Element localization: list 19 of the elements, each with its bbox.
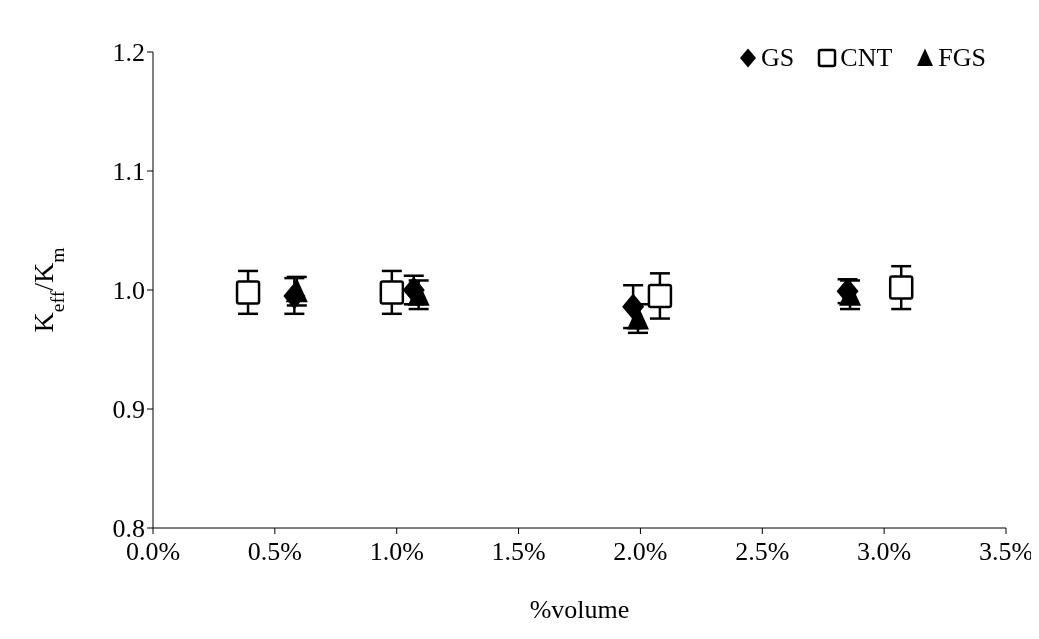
y-tick-label: 1.0 bbox=[112, 276, 145, 306]
point bbox=[235, 280, 261, 305]
y-tick-label: 1.2 bbox=[112, 38, 145, 68]
x-tick-label: 2.5% bbox=[735, 537, 790, 567]
x-tick-label: 0.5% bbox=[247, 537, 302, 567]
point bbox=[407, 281, 430, 306]
point bbox=[647, 283, 673, 309]
y-tick-label: 0.9 bbox=[112, 395, 145, 425]
point bbox=[888, 275, 914, 300]
x-tick-label: 1.5% bbox=[491, 537, 546, 567]
x-tick-label: 2.0% bbox=[613, 537, 668, 567]
y-tick-label: 1.1 bbox=[112, 157, 145, 187]
point bbox=[379, 280, 405, 305]
x-tick-label: 3.0% bbox=[857, 537, 912, 567]
legend-label: CNT bbox=[840, 43, 893, 73]
legend-label: FGS bbox=[938, 43, 986, 73]
x-tick-label: 1.0% bbox=[369, 537, 424, 567]
x-axis-title: %volume bbox=[529, 595, 630, 624]
legend-label: GS bbox=[761, 43, 795, 73]
